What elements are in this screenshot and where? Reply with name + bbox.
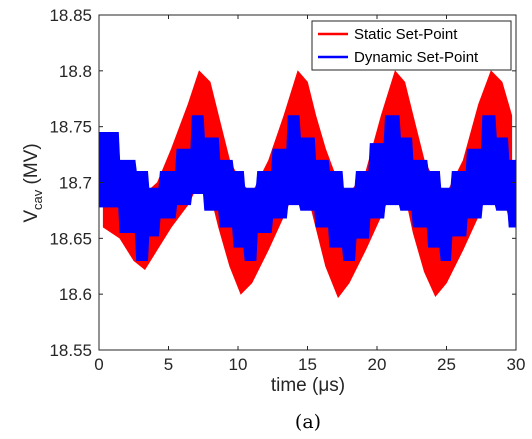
x-tick-label: 30 xyxy=(507,355,526,374)
y-tick-label: 18.6 xyxy=(59,285,92,304)
x-tick-label: 5 xyxy=(164,355,173,374)
x-tick-label: 0 xyxy=(94,355,103,374)
legend-label-dynamic: Dynamic Set-Point xyxy=(354,49,479,66)
x-tick-label: 25 xyxy=(437,355,456,374)
y-tick-label: 18.8 xyxy=(59,62,92,81)
x-tick-label: 10 xyxy=(229,355,248,374)
x-tick-label: 15 xyxy=(298,355,317,374)
x-axis-label: time (μs) xyxy=(271,375,345,396)
y-axis-label: Vcav (MV) xyxy=(21,143,45,222)
legend-box xyxy=(311,20,512,71)
legend: Static Set-Point Dynamic Set-Point xyxy=(311,20,512,71)
x-tick-label: 20 xyxy=(368,355,387,374)
legend-label-static: Static Set-Point xyxy=(354,26,458,43)
y-tick-label: 18.65 xyxy=(49,229,92,248)
y-axis: 18.55 18.6 18.65 18.7 18.75 18.8 18.85 xyxy=(49,6,516,360)
plot-series xyxy=(98,70,517,299)
figure-caption: (a) xyxy=(295,411,321,433)
y-tick-label: 18.75 xyxy=(49,118,92,137)
y-axis-label-sub: cav xyxy=(30,189,45,210)
y-tick-label: 18.85 xyxy=(49,6,92,25)
y-tick-label: 18.7 xyxy=(59,174,92,193)
y-tick-label: 18.55 xyxy=(49,341,92,360)
x-axis: 0 5 10 15 20 25 30 xyxy=(94,15,525,374)
y-axis-label-unit: (MV) xyxy=(21,143,42,189)
y-axis-label-main: V xyxy=(21,210,42,223)
